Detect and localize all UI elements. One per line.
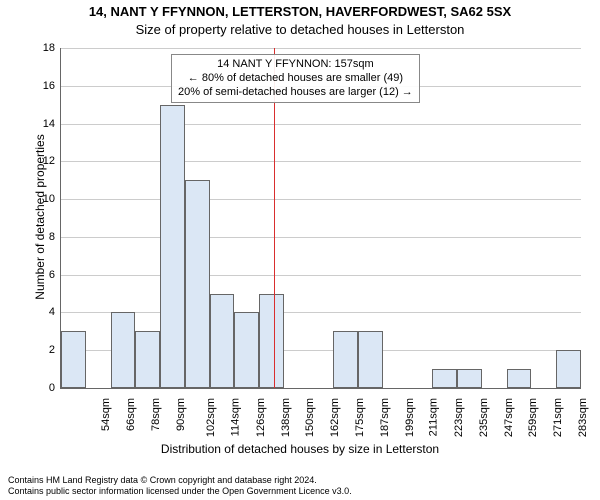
annotation-line1: 14 NANT Y FFYNNON: 157sqm [217, 58, 374, 70]
ytick-label: 0 [49, 382, 55, 394]
xtick-label: 150sqm [305, 398, 317, 437]
xtick-label: 175sqm [354, 398, 366, 437]
annotation-line2: ← 80% of detached houses are smaller (49… [188, 72, 403, 84]
xtick-label: 283sqm [577, 398, 589, 437]
histogram-bar [185, 180, 210, 388]
ytick-label: 4 [49, 306, 55, 318]
histogram-bar [507, 369, 532, 388]
histogram-bar [457, 369, 482, 388]
xtick-label: 223sqm [453, 398, 465, 437]
xtick-label: 271sqm [552, 398, 564, 437]
gridline [61, 48, 581, 49]
xtick-label: 211sqm [428, 398, 440, 436]
gridline [61, 312, 581, 313]
ytick-label: 6 [49, 269, 55, 281]
xtick-label: 78sqm [150, 398, 162, 431]
xtick-label: 126sqm [255, 398, 267, 437]
histogram-bar [234, 312, 259, 388]
histogram-bar [432, 369, 457, 388]
attribution: Contains HM Land Registry data © Crown c… [8, 475, 592, 496]
xtick-label: 259sqm [527, 398, 539, 437]
attribution-line1: Contains HM Land Registry data © Crown c… [8, 475, 317, 485]
xtick-label: 102sqm [206, 398, 218, 437]
xtick-label: 247sqm [503, 398, 515, 437]
gridline [61, 199, 581, 200]
ytick-label: 2 [49, 344, 55, 356]
annotation-box: 14 NANT Y FFYNNON: 157sqm ← 80% of detach… [171, 54, 420, 103]
chart-title-line1: 14, NANT Y FFYNNON, LETTERSTON, HAVERFOR… [0, 4, 600, 19]
ytick-label: 18 [43, 42, 55, 54]
xtick-label: 114sqm [230, 398, 242, 436]
histogram-bar [210, 294, 235, 388]
histogram-bar [111, 312, 136, 388]
xtick-label: 138sqm [280, 398, 292, 437]
xtick-label: 235sqm [478, 398, 490, 437]
histogram-bar [333, 331, 358, 388]
annotation-line3: 20% of semi-detached houses are larger (… [178, 86, 413, 98]
histogram-bar [160, 105, 185, 388]
xtick-label: 187sqm [379, 398, 391, 437]
xtick-label: 66sqm [125, 398, 137, 431]
gridline [61, 275, 581, 276]
xtick-label: 90sqm [175, 398, 187, 431]
xtick-label: 162sqm [329, 398, 341, 437]
histogram-bar [358, 331, 383, 388]
gridline [61, 237, 581, 238]
chart-container: 14, NANT Y FFYNNON, LETTERSTON, HAVERFOR… [0, 0, 600, 500]
histogram-bar [556, 350, 581, 388]
histogram-bar [135, 331, 160, 388]
ytick-label: 8 [49, 231, 55, 243]
gridline [61, 124, 581, 125]
histogram-bar [61, 331, 86, 388]
chart-title-line2: Size of property relative to detached ho… [0, 22, 600, 37]
attribution-line2: Contains public sector information licen… [8, 486, 352, 496]
gridline [61, 161, 581, 162]
y-axis-label: Number of detached properties [33, 87, 47, 347]
x-axis-label: Distribution of detached houses by size … [0, 442, 600, 456]
xtick-label: 54sqm [100, 398, 112, 431]
plot-area: 02468101214161854sqm66sqm78sqm90sqm102sq… [60, 48, 581, 389]
histogram-bar [259, 294, 284, 388]
xtick-label: 199sqm [404, 398, 416, 437]
